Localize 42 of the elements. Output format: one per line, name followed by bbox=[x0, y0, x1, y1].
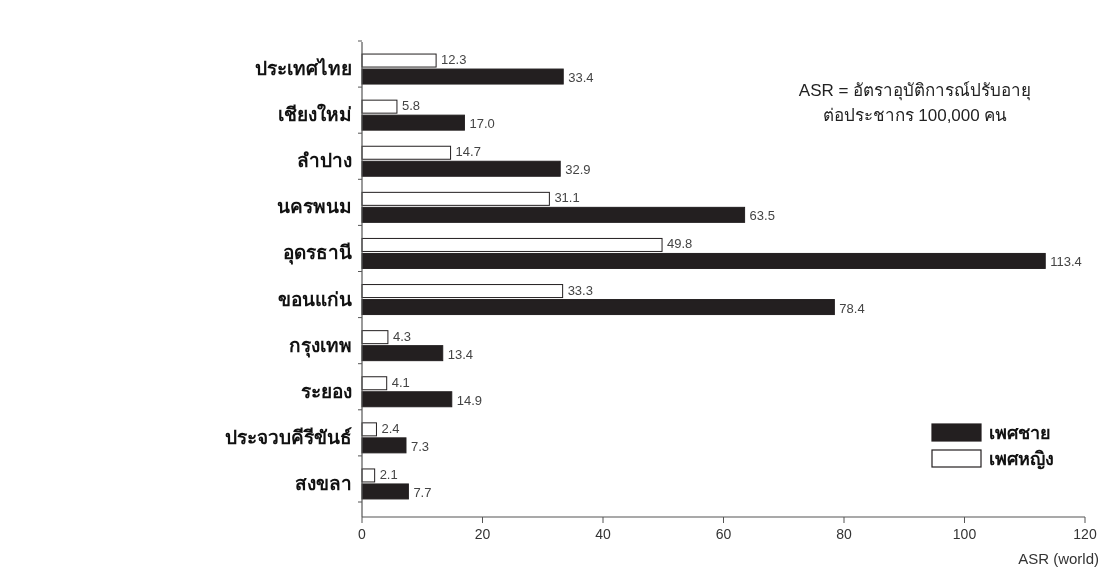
y-tick-label: ระยอง bbox=[301, 380, 352, 402]
data-label: 31.1 bbox=[554, 190, 580, 206]
data-label: 2.1 bbox=[379, 466, 398, 482]
data-label: 5.8 bbox=[401, 98, 421, 114]
data-label: 63.5 bbox=[749, 208, 775, 224]
data-label: 78.4 bbox=[839, 300, 865, 316]
data-label: 14.7 bbox=[455, 144, 481, 160]
y-tick-label: ขอนแก่น bbox=[278, 288, 352, 310]
data-label: 113.4 bbox=[1050, 254, 1082, 270]
y-tick-label: เชียงใหม่ bbox=[278, 103, 352, 126]
legend-label: เพศชาย bbox=[989, 423, 1051, 443]
x-tick-label: 0 bbox=[358, 526, 367, 542]
data-label: 17.0 bbox=[469, 116, 495, 132]
x-tick-label: 60 bbox=[715, 526, 732, 542]
y-tick-label: กรุงเทพ bbox=[289, 334, 352, 358]
data-label: 7.3 bbox=[410, 438, 430, 454]
y-tick-label: นครพนม bbox=[277, 196, 352, 218]
data-label: 33.3 bbox=[567, 282, 593, 298]
y-tick-label: ลำปาง bbox=[297, 150, 352, 172]
data-label: 4.3 bbox=[392, 328, 411, 344]
data-label: 12.3 bbox=[441, 52, 467, 68]
y-tick-label: อุดรธานี bbox=[283, 242, 352, 266]
x-tick-label: 80 bbox=[836, 526, 852, 542]
data-label: 33.4 bbox=[568, 70, 594, 86]
x-tick-label: 20 bbox=[474, 526, 491, 542]
data-label: 13.4 bbox=[447, 346, 474, 362]
x-axis-title: ASR (world) bbox=[1018, 550, 1099, 567]
x-tick-label: 120 bbox=[1073, 526, 1097, 542]
data-label: 14.9 bbox=[456, 392, 483, 408]
data-label: 32.9 bbox=[565, 162, 591, 178]
data-label: 7.7 bbox=[413, 484, 432, 500]
data-label: 4.1 bbox=[391, 374, 410, 390]
x-tick-label: 40 bbox=[595, 526, 611, 542]
annotation: ASR = อัตราอุบัติการณ์ปรับอายุ bbox=[798, 81, 1032, 101]
y-tick-label: สงขลา bbox=[295, 472, 352, 494]
annotation: ต่อประชากร 100,000 คน bbox=[822, 106, 1008, 125]
legend-label: เพศหญิง bbox=[989, 449, 1054, 470]
y-tick-label: ประจวบคีรีขันธ์ bbox=[225, 426, 352, 448]
data-label: 2.4 bbox=[381, 420, 400, 436]
x-tick-label: 100 bbox=[952, 526, 977, 542]
data-label: 49.8 bbox=[667, 236, 693, 252]
y-tick-label: ประเทศไทย bbox=[255, 57, 352, 80]
